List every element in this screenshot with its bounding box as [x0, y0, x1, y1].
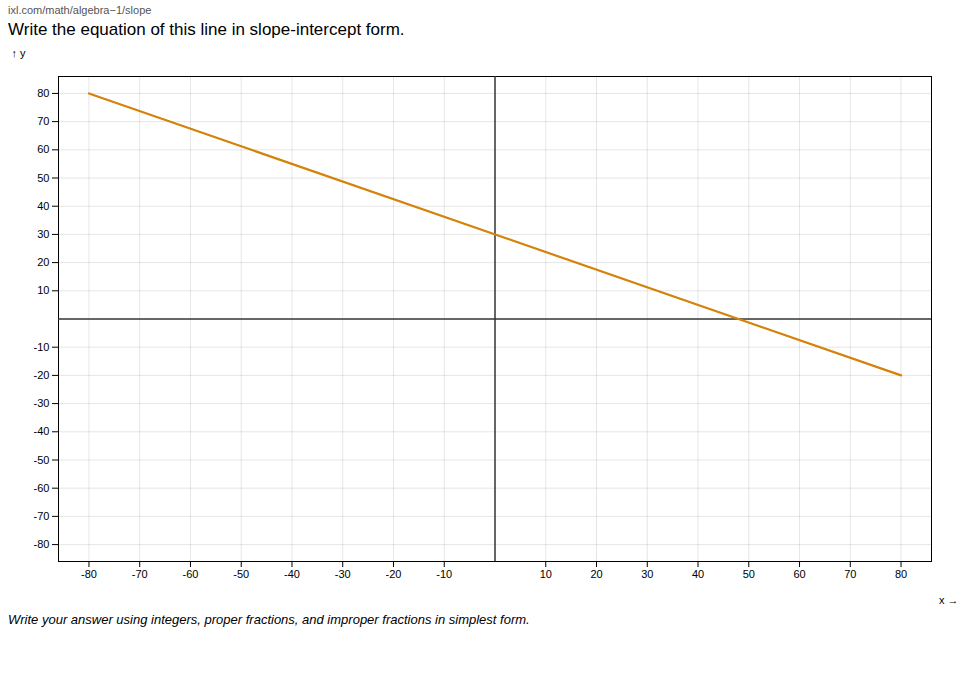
svg-text:x →: x → — [939, 594, 959, 606]
svg-text:20: 20 — [37, 256, 49, 268]
svg-text:↑ y: ↑ y — [12, 47, 27, 59]
svg-text:40: 40 — [37, 200, 49, 212]
svg-text:80: 80 — [895, 568, 907, 580]
svg-text:80: 80 — [37, 87, 49, 99]
svg-text:70: 70 — [37, 115, 49, 127]
svg-text:-20: -20 — [34, 369, 50, 381]
svg-text:50: 50 — [743, 568, 755, 580]
svg-text:60: 60 — [793, 568, 805, 580]
svg-text:-30: -30 — [34, 397, 50, 409]
svg-text:-60: -60 — [183, 568, 199, 580]
svg-text:20: 20 — [590, 568, 602, 580]
svg-text:40: 40 — [692, 568, 704, 580]
svg-text:-70: -70 — [132, 568, 148, 580]
svg-text:-80: -80 — [81, 568, 97, 580]
svg-text:-40: -40 — [284, 568, 300, 580]
html-text:Write the equation of this lin: Write the equation of this line in slope… — [8, 20, 405, 39]
svg-text:-10: -10 — [34, 341, 50, 353]
svg-text:-50: -50 — [34, 454, 50, 466]
svg-text:50: 50 — [37, 172, 49, 184]
svg-text:70: 70 — [844, 568, 856, 580]
svg-text:10: 10 — [540, 568, 552, 580]
svg-text:10: 10 — [37, 284, 49, 296]
svg-text:60: 60 — [37, 143, 49, 155]
svg-text:-30: -30 — [335, 568, 351, 580]
svg-text:-80: -80 — [34, 538, 50, 550]
svg-text:-70: -70 — [34, 510, 50, 522]
svg-text:-20: -20 — [386, 568, 402, 580]
svg-text:30: 30 — [37, 228, 49, 240]
html-text:ixl.com/math/algebra−1/slope: ixl.com/math/algebra−1/slope — [8, 4, 152, 16]
svg-text:-60: -60 — [34, 482, 50, 494]
svg-text:-40: -40 — [34, 425, 50, 437]
svg-text:-10: -10 — [436, 568, 452, 580]
html-text:Write your answer using intege: Write your answer using integers, proper… — [8, 612, 530, 627]
svg-text:30: 30 — [641, 568, 653, 580]
svg-text:-50: -50 — [233, 568, 249, 580]
